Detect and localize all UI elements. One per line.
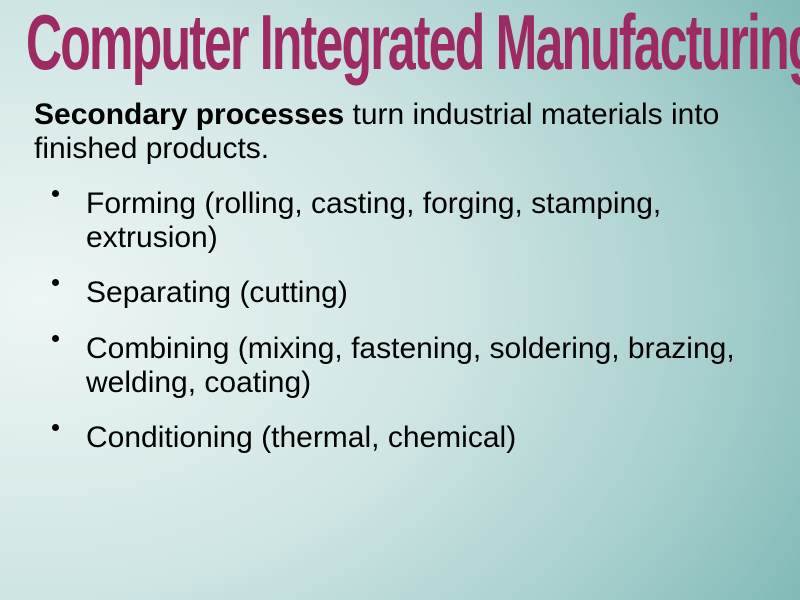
list-item: Separating (cutting) <box>34 276 782 310</box>
list-item-text: Separating (cutting) <box>86 276 348 309</box>
list-item: Combining (mixing, fastening, soldering,… <box>34 332 782 399</box>
list-item-text: Forming (rolling, casting, forging, stam… <box>86 187 661 254</box>
bullet-dot-icon <box>52 279 59 286</box>
list-item-text: Combining (mixing, fastening, soldering,… <box>86 332 735 399</box>
slide-title: Computer Integrated Manufacturing <box>26 4 782 82</box>
bullet-dot-icon <box>52 190 59 197</box>
slide: Computer Integrated Manufacturing Second… <box>0 0 800 600</box>
bullet-dot-icon <box>52 424 59 431</box>
list-item: Forming (rolling, casting, forging, stam… <box>34 187 782 254</box>
list-item-text: Conditioning (thermal, chemical) <box>86 421 516 454</box>
intro-text: Secondary processes turn industrial mate… <box>32 98 782 165</box>
list-item: Conditioning (thermal, chemical) <box>34 421 782 455</box>
bullet-list: Forming (rolling, casting, forging, stam… <box>32 187 782 455</box>
intro-bold: Secondary processes <box>34 98 344 131</box>
bullet-dot-icon <box>52 335 59 342</box>
